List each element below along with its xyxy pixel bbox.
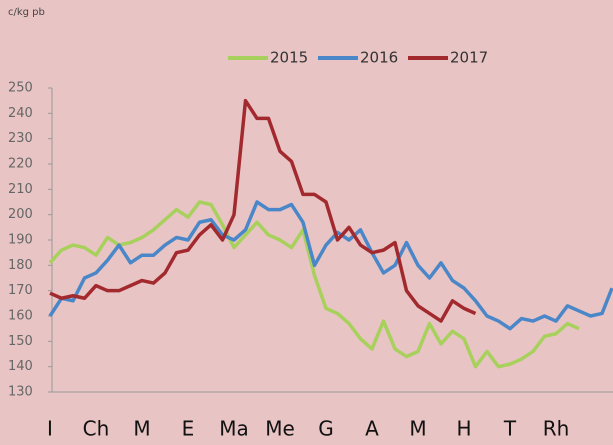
x-tick-label: A [365, 417, 379, 441]
x-tick-label: E [182, 417, 195, 441]
x-tick-label: Ch [83, 417, 110, 441]
x-tick-label: Ma [219, 417, 249, 441]
series-line [48, 200, 580, 369]
legend-label: 2015 [270, 49, 308, 67]
y-tick-label: 200 [8, 207, 33, 222]
y-tick-label: 190 [8, 233, 33, 248]
y-tick-label: 250 [8, 81, 33, 96]
y-tick-label: 230 [8, 131, 33, 146]
x-tick-label: Rh [543, 417, 570, 441]
legend-label: 2017 [450, 49, 488, 67]
y-tick-label: 130 [8, 385, 33, 400]
y-tick-label: 220 [8, 157, 33, 172]
y-tick-label: 210 [8, 182, 33, 197]
y-tick-label: 180 [8, 258, 33, 273]
x-tick-label: G [318, 417, 334, 441]
x-tick-label: H [456, 417, 471, 441]
unit-label: c/kg pb [8, 7, 45, 18]
y-tick-label: 170 [8, 283, 33, 298]
series-line [49, 98, 477, 323]
x-tick-label: T [503, 417, 517, 441]
x-tick-label: I [47, 417, 53, 441]
y-tick-label: 140 [8, 359, 33, 374]
x-tick-label: Me [265, 417, 295, 441]
x-tick-label: M [409, 417, 426, 441]
y-tick-label: 160 [8, 309, 33, 324]
series-line [48, 200, 613, 331]
y-tick-label: 150 [8, 334, 33, 349]
legend-label: 2016 [360, 49, 398, 67]
x-tick-label: M [133, 417, 150, 441]
y-tick-label: 240 [8, 106, 33, 121]
